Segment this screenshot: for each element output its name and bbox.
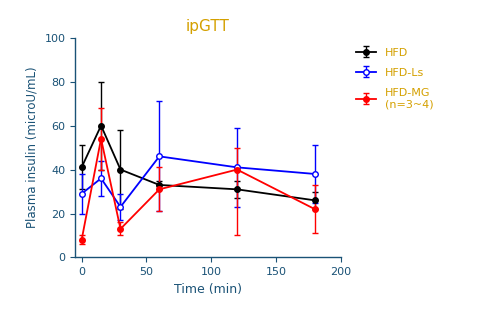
Legend: HFD, HFD-Ls, HFD-MG
(n=3~4): HFD, HFD-Ls, HFD-MG (n=3~4) — [352, 43, 438, 114]
Title: ipGTT: ipGTT — [186, 19, 230, 34]
X-axis label: Time (min): Time (min) — [174, 283, 242, 296]
Y-axis label: Plasma insulin (microU/mL): Plasma insulin (microU/mL) — [26, 67, 39, 228]
